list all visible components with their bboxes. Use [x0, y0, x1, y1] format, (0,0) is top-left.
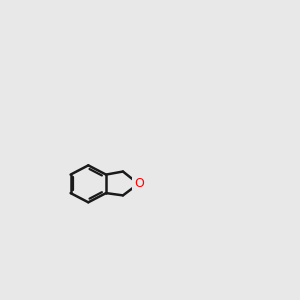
Text: O: O	[134, 177, 144, 190]
